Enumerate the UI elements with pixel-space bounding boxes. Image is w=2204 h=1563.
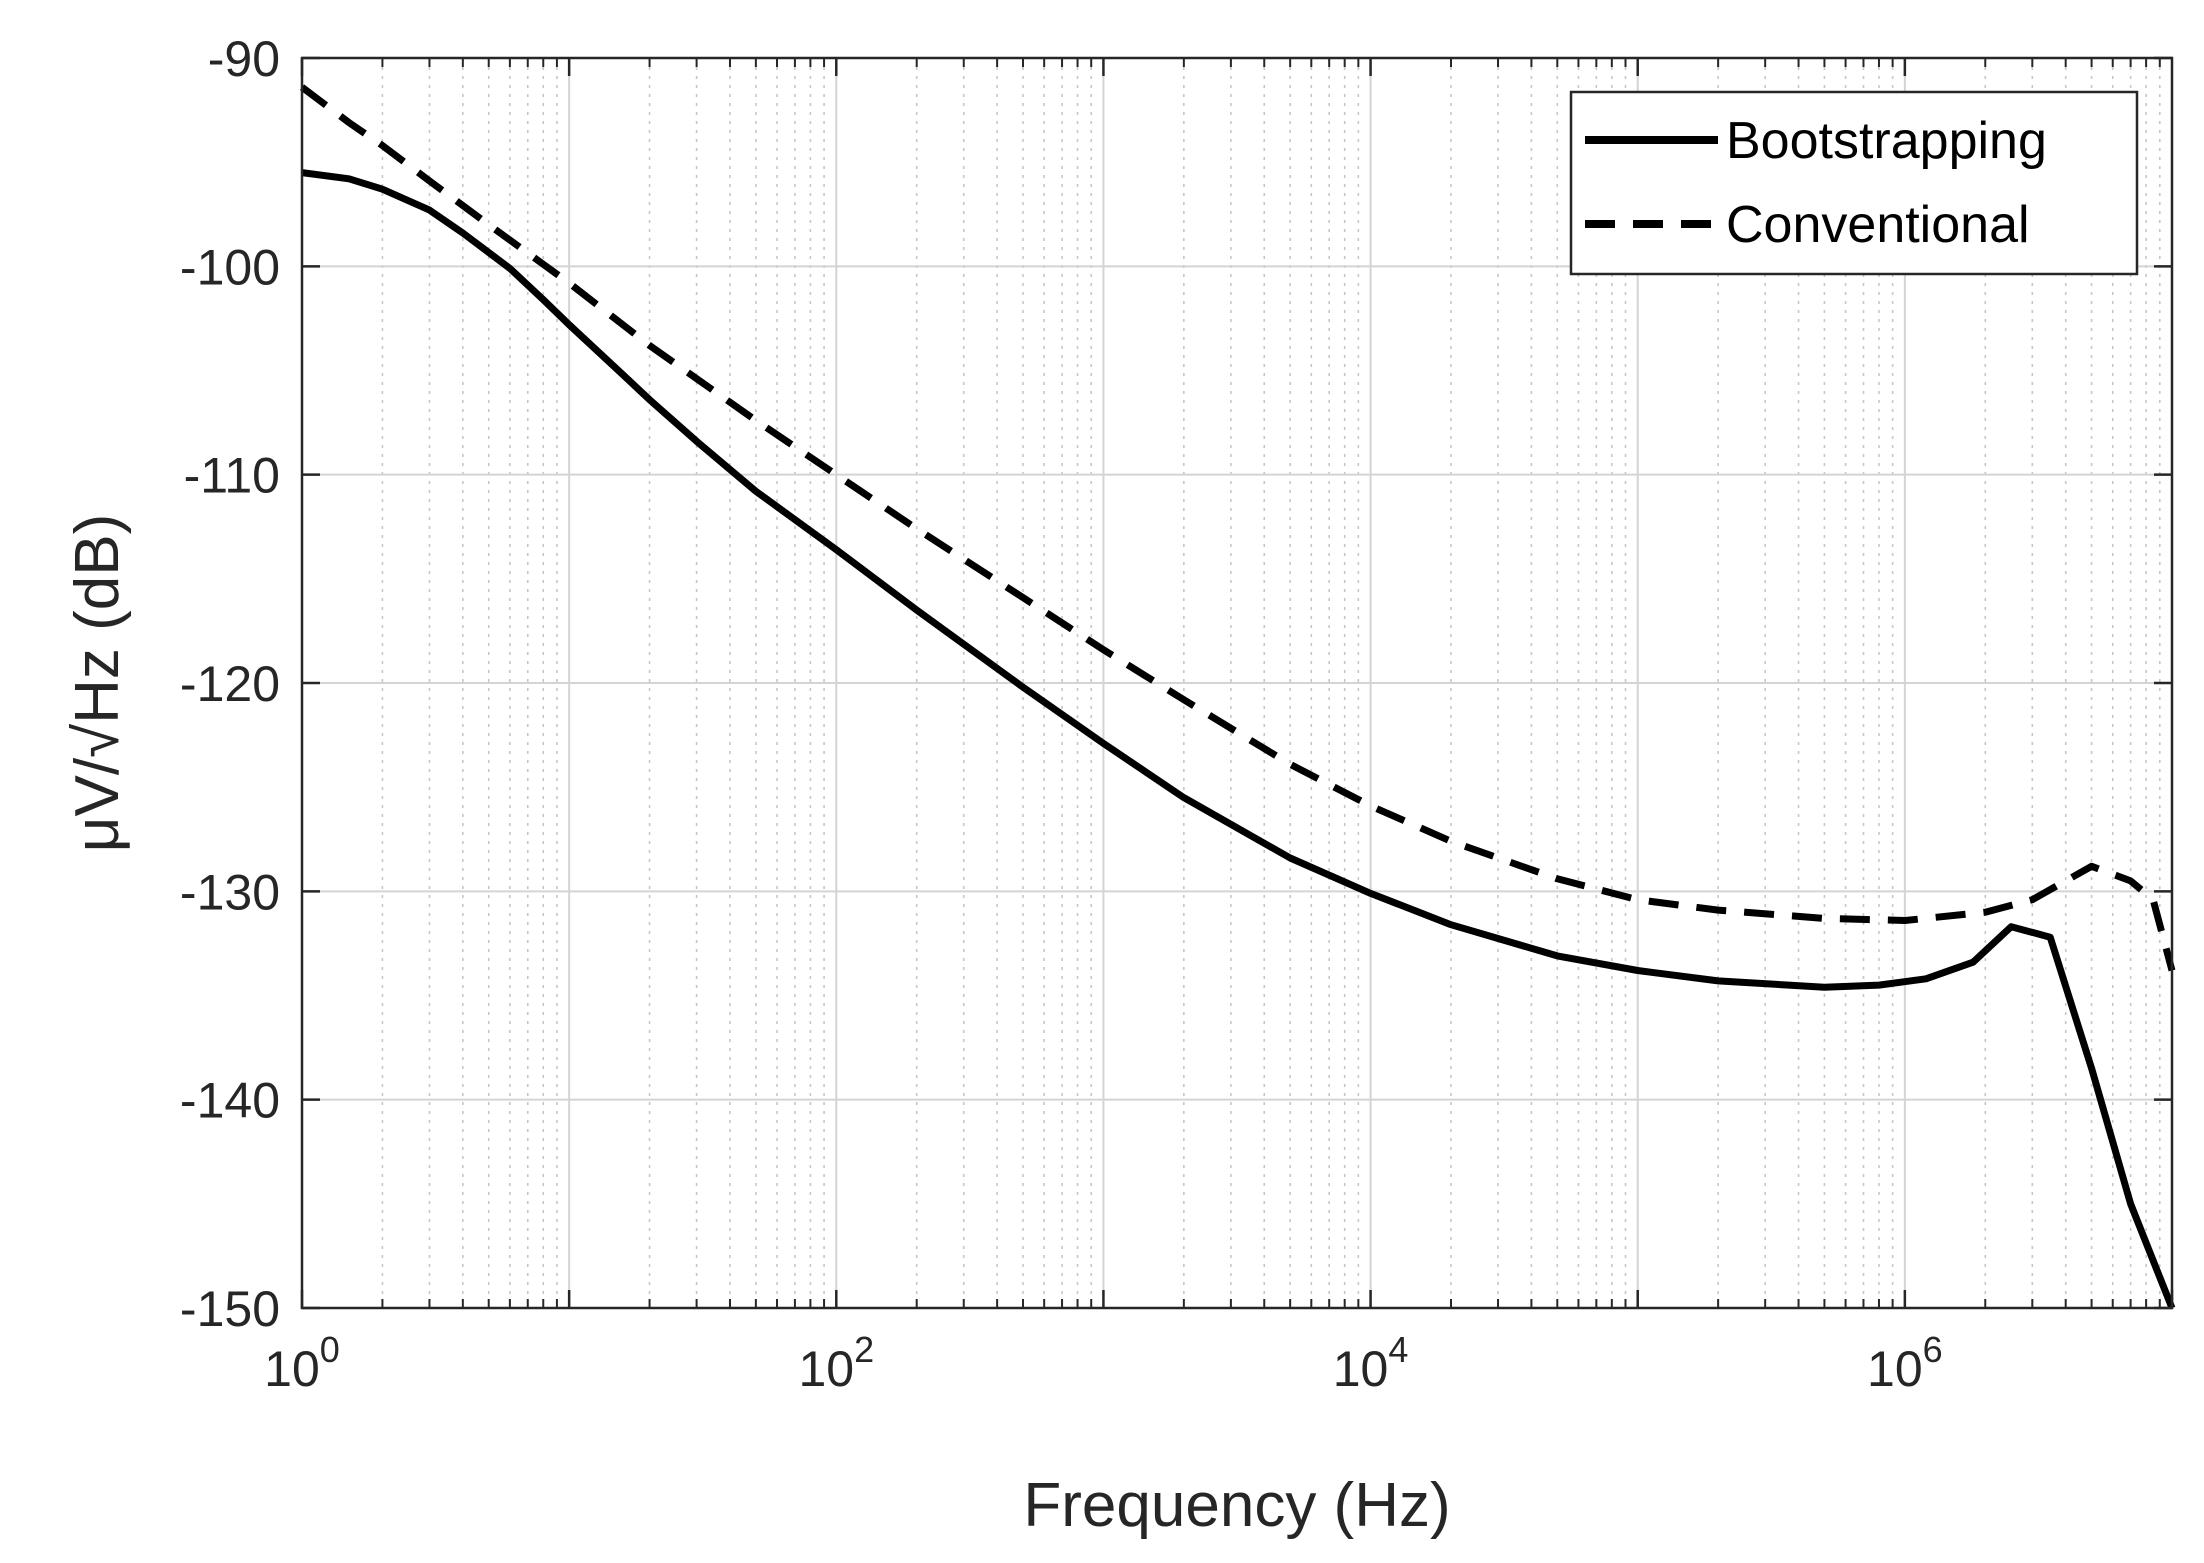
y-tick-label: -90: [208, 31, 280, 87]
y-tick-label: -140: [180, 1073, 280, 1129]
legend-label-bootstrapping: Bootstrapping: [1726, 112, 2047, 170]
x-tick-label: 106: [1867, 1329, 1943, 1397]
legend: Bootstrapping Conventional: [1569, 90, 2139, 276]
series-layer: [299, 84, 2176, 1310]
y-tick-label: -120: [180, 656, 280, 712]
y-axis-label: μV/√Hz (dB): [63, 514, 132, 852]
x-axis-label: Frequency (Hz): [1023, 1471, 1450, 1540]
y-tick-label: -130: [180, 864, 280, 920]
y-tick-label: -100: [180, 239, 280, 295]
ticks-layer: [300, 56, 2174, 1310]
legend-box: [1569, 90, 2139, 276]
y-tick-label: -150: [180, 1281, 280, 1337]
y-tick-label: -110: [184, 448, 280, 504]
x-tick-label: 100: [264, 1329, 340, 1397]
x-tick-label: 102: [798, 1329, 874, 1397]
legend-label-conventional: Conventional: [1726, 196, 2030, 254]
series-line-bootstrapping: [301, 169, 2176, 1310]
x-tick-label: 104: [1333, 1329, 1409, 1397]
series-line-conventional: [299, 84, 2176, 972]
